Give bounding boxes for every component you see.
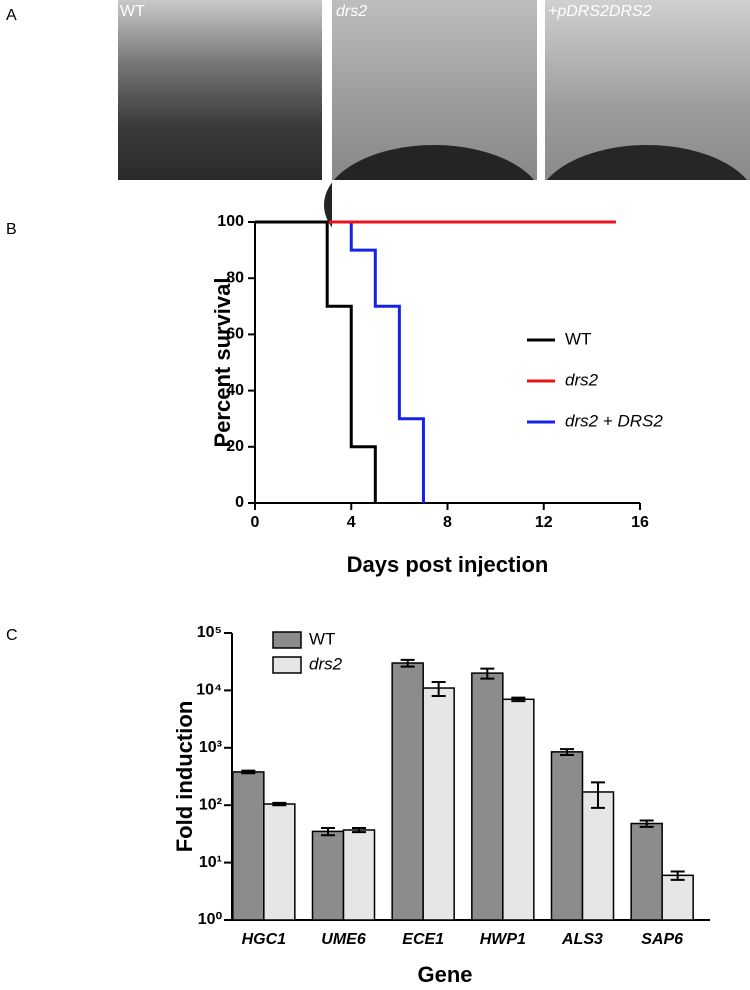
x-tick-label: SAP6 (641, 931, 683, 948)
y-tick-label: 60 (226, 326, 244, 343)
panel-label: B (6, 221, 17, 238)
error-bar (639, 819, 654, 828)
survival-line (255, 220, 425, 503)
x-tick-label: UME6 (321, 931, 366, 948)
error-bar (560, 748, 574, 756)
x-axis-title: Gene (417, 962, 472, 987)
gap (322, 0, 332, 180)
bar (232, 771, 265, 921)
error-bar (400, 658, 415, 668)
bar (471, 672, 504, 921)
y-axis-title: Fold induction (172, 701, 197, 853)
y-tick-label: 10⁵ (197, 624, 222, 641)
x-tick-label: ALS3 (561, 931, 603, 948)
error-bar (352, 827, 366, 834)
image-label: WT (120, 3, 145, 20)
mask (332, 180, 750, 280)
error-bar (272, 801, 287, 807)
bar (263, 803, 296, 921)
legend-label: drs2 (309, 654, 343, 673)
legend-label: drs2 + DRS2 (565, 411, 663, 430)
panel-label: C (6, 627, 18, 644)
error-bar (511, 696, 526, 703)
bar (391, 662, 424, 921)
x-tick-label: HGC1 (242, 931, 287, 948)
x-tick-label: 12 (535, 514, 553, 531)
bar (422, 687, 455, 921)
error-bar (241, 769, 256, 775)
y-tick-label: 10⁴ (196, 682, 222, 699)
gap (537, 0, 545, 180)
bar (550, 751, 584, 921)
legend-swatch (272, 631, 302, 649)
y-tick-label: 10⁰ (198, 911, 223, 928)
legend-label: WT (309, 629, 335, 648)
y-tick-label: 20 (226, 438, 244, 455)
x-tick-label: 8 (443, 514, 452, 531)
error-bar (591, 781, 605, 809)
x-tick-label: 4 (347, 514, 356, 531)
y-tick-label: 10³ (199, 739, 222, 756)
micrograph (118, 0, 322, 180)
error-bar (670, 870, 685, 881)
x-tick-label: HWP1 (480, 931, 526, 948)
error-bar (480, 667, 495, 680)
y-tick-label: 40 (226, 382, 244, 399)
x-axis-title: Days post injection (347, 552, 549, 577)
x-tick-label: ECE1 (402, 931, 444, 948)
error-bar (431, 681, 446, 697)
bar (661, 874, 694, 921)
y-tick-label: 0 (235, 494, 244, 511)
bar (502, 698, 535, 921)
legend-label: WT (565, 329, 591, 348)
legend-label: drs2 (565, 370, 599, 389)
panel-label: A (6, 7, 17, 24)
error-bar (321, 827, 335, 837)
y-tick-label: 10¹ (199, 854, 222, 871)
survival-line (255, 220, 377, 503)
x-tick-label: 16 (631, 514, 649, 531)
legend-swatch (272, 656, 302, 674)
bar (342, 829, 376, 921)
x-tick-label: 0 (251, 514, 260, 531)
image-label: drs2 (336, 3, 367, 20)
bar (581, 791, 615, 921)
bar (630, 822, 663, 921)
y-axis-title: Percent survival (210, 278, 235, 448)
y-tick-label: 80 (226, 269, 244, 286)
y-tick-label: 100 (217, 213, 244, 230)
y-tick-label: 10² (199, 796, 222, 813)
image-label: +pDRS2DRS2 (548, 3, 652, 20)
bar (311, 830, 345, 921)
